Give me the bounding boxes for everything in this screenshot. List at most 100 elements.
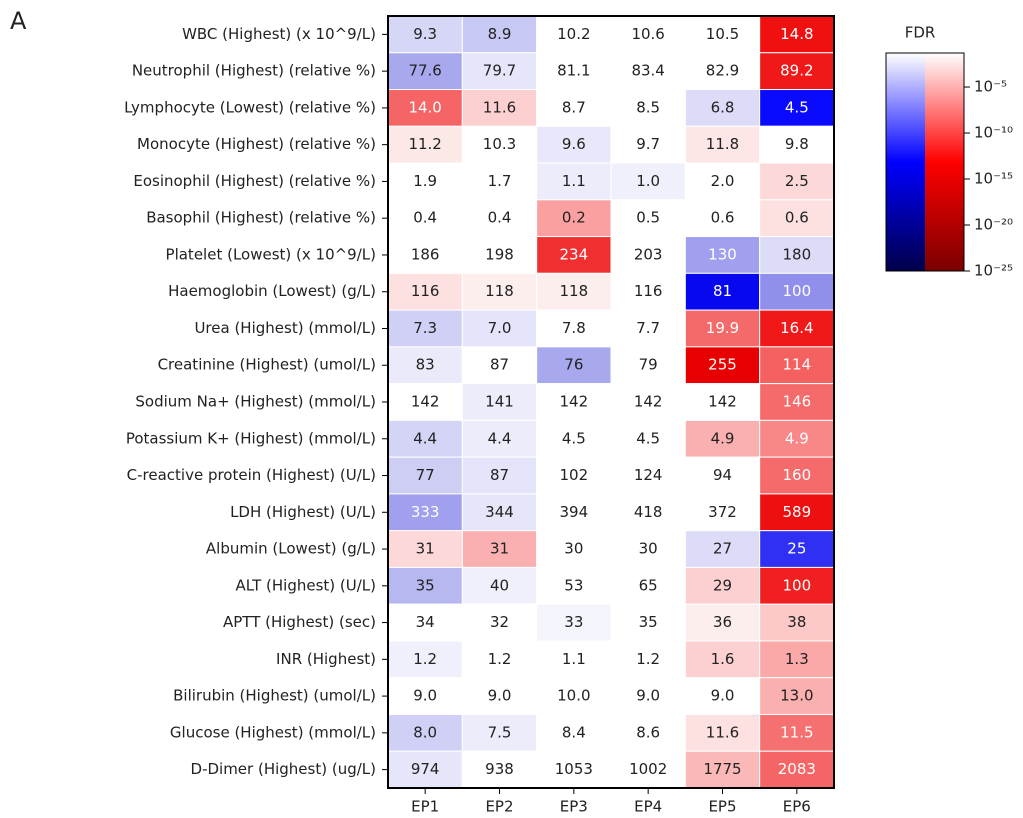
cell: [461, 493, 538, 532]
cell-label: 81.1: [557, 62, 590, 80]
cell: [759, 236, 835, 274]
x-tick-label: EP3: [560, 798, 588, 816]
cell: [387, 346, 463, 385]
cell: [759, 162, 835, 201]
cell: [536, 309, 612, 348]
cell: [387, 640, 463, 679]
cell: [759, 419, 835, 458]
cell: [684, 640, 761, 679]
cell-label: 130: [708, 245, 737, 263]
cell-label: 0.2: [562, 209, 586, 227]
cell-label: 83: [416, 356, 435, 374]
cell-label: 9.0: [413, 687, 437, 705]
cell-label: 2083: [778, 760, 816, 778]
cell-label: 7.0: [488, 319, 512, 337]
row-label: Neutrophil (Highest) (relative %): [132, 62, 376, 80]
cell-label: 160: [783, 466, 812, 484]
cell-label: 9.3: [413, 25, 437, 43]
x-tick-label: EP1: [411, 798, 439, 816]
row-label: Potassium K+ (Highest) (mmol/L): [126, 429, 376, 447]
cell: [684, 346, 761, 385]
cell: [461, 125, 538, 164]
cell: [684, 272, 761, 311]
colorbar-tick-label: 10⁻²⁵: [974, 262, 1013, 280]
row-label: ALT (Highest) (U/L): [236, 576, 376, 594]
cell-label: 1.0: [636, 172, 660, 190]
cell: [684, 236, 761, 274]
cell: [536, 566, 612, 605]
cell: [759, 456, 835, 495]
cell-label: 8.5: [636, 98, 660, 116]
row-label: Sodium Na+ (Highest) (mmol/L): [135, 393, 376, 411]
cell-label: 9.6: [562, 135, 586, 153]
cell-label: 0.5: [636, 209, 660, 227]
cell: [536, 89, 612, 127]
cell-label: 142: [634, 393, 663, 411]
colorbar-red: [925, 53, 964, 271]
cell-label: 14.0: [408, 98, 441, 116]
cell: [387, 419, 463, 458]
cell-label: 7.8: [562, 319, 586, 337]
cell: [759, 713, 835, 752]
cell-label: 77: [416, 466, 435, 484]
cell-label: 10.2: [557, 25, 590, 43]
cell-label: 8.6: [636, 723, 660, 741]
row-label: INR (Highest): [276, 650, 376, 668]
cell-label: 19.9: [706, 319, 739, 337]
cell-label: 53: [564, 576, 583, 594]
cell: [536, 750, 612, 789]
cell-label: 8.9: [488, 25, 512, 43]
cell: [387, 603, 463, 642]
cell-label: 7.7: [636, 319, 660, 337]
cell-label: 9.0: [711, 687, 735, 705]
cell-label: 4.4: [413, 429, 437, 447]
cell-label: 36: [713, 613, 732, 631]
row-label: Monocyte (Highest) (relative %): [137, 135, 376, 153]
row-label: Eosinophil (Highest) (relative %): [133, 172, 376, 190]
row-label: Lymphocyte (Lowest) (relative %): [124, 98, 376, 116]
cell-label: 418: [634, 503, 663, 521]
cell-label: 1.7: [488, 172, 512, 190]
cell: [536, 162, 612, 201]
cell-label: 100: [783, 576, 812, 594]
cell: [759, 125, 835, 164]
cell: [536, 199, 612, 238]
cell: [536, 236, 612, 274]
cell-label: 0.4: [413, 209, 437, 227]
cell-label: 79.7: [483, 62, 516, 80]
cell-label: 198: [485, 245, 514, 263]
cell-label: 11.6: [706, 723, 739, 741]
cell-label: 1.2: [488, 650, 512, 668]
frame: [387, 15, 835, 789]
cell-label: 8.7: [562, 98, 586, 116]
x-tick-label: EP4: [634, 798, 662, 816]
colorbar-tick-label: 10⁻⁵: [974, 78, 1007, 96]
cell-label: 89.2: [780, 62, 813, 80]
cell: [684, 309, 761, 348]
cell-label: 0.6: [785, 209, 809, 227]
row-label: WBC (Highest) (x 10^9/L): [182, 25, 376, 43]
cell-label: 32: [490, 613, 509, 631]
cell-label: 1.9: [413, 172, 437, 190]
cell-label: 2.5: [785, 172, 809, 190]
cell-label: 10.5: [706, 25, 739, 43]
cell-label: 234: [560, 245, 589, 263]
cell-label: 1.1: [562, 172, 586, 190]
cell-label: 203: [634, 245, 663, 263]
cell-label: 35: [416, 576, 435, 594]
cell-label: 34: [416, 613, 435, 631]
cell: [387, 52, 463, 91]
cell: [387, 199, 463, 238]
cell: [610, 677, 686, 715]
cell: [759, 566, 835, 605]
cell: [536, 383, 612, 421]
cell-label: 4.5: [785, 98, 809, 116]
cell-label: 6.8: [711, 98, 735, 116]
cell-label: 31: [416, 540, 435, 558]
cell: [461, 346, 538, 385]
cell: [684, 603, 761, 642]
cell: [536, 272, 612, 311]
cell: [461, 199, 538, 238]
cell: [759, 272, 835, 311]
cell-label: 30: [639, 540, 658, 558]
